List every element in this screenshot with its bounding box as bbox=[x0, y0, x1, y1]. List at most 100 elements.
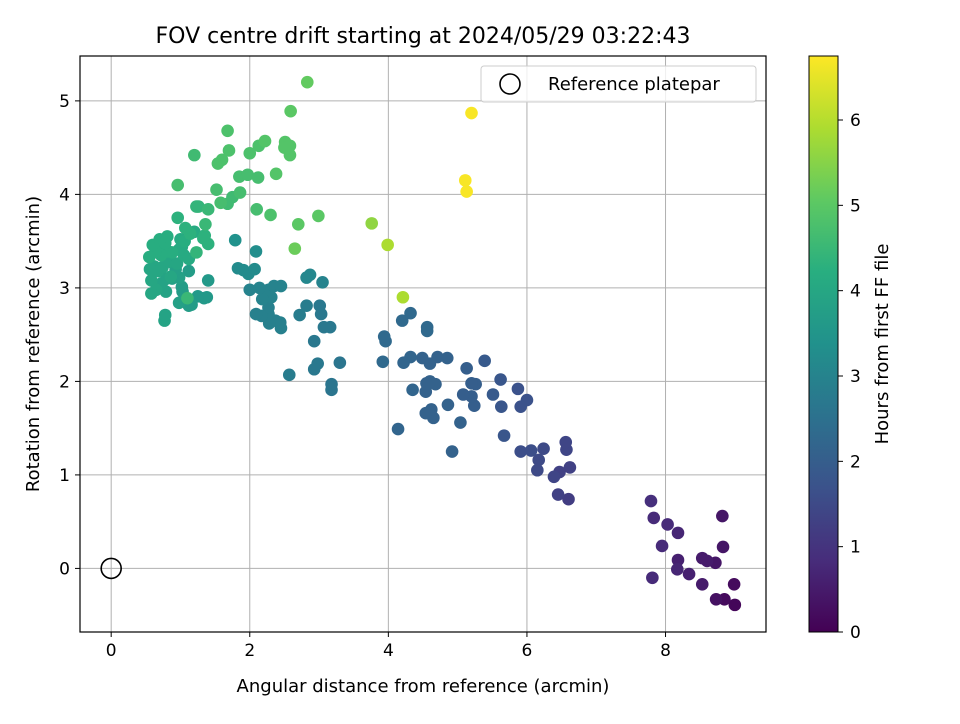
data-point bbox=[171, 178, 185, 192]
y-tick-label: 3 bbox=[59, 279, 70, 299]
data-point bbox=[201, 203, 215, 216]
data-point bbox=[709, 592, 723, 606]
colorbar-gradient bbox=[808, 55, 839, 633]
data-point bbox=[391, 422, 405, 436]
data-point bbox=[293, 308, 306, 322]
x-tick-label: 0 bbox=[106, 641, 117, 661]
data-point bbox=[497, 429, 511, 442]
data-point bbox=[325, 377, 338, 391]
data-point bbox=[644, 494, 658, 508]
data-point bbox=[255, 292, 269, 306]
data-point bbox=[551, 488, 565, 501]
reference-marker bbox=[100, 557, 122, 580]
data-point bbox=[646, 571, 659, 585]
data-point bbox=[465, 376, 478, 390]
data-point bbox=[333, 356, 347, 370]
data-point bbox=[563, 461, 577, 474]
data-point bbox=[420, 324, 434, 338]
data-point bbox=[460, 362, 473, 375]
data-point bbox=[377, 330, 391, 343]
data-point bbox=[264, 208, 277, 222]
data-point bbox=[248, 262, 261, 276]
data-point bbox=[288, 242, 302, 255]
data-point bbox=[269, 167, 283, 181]
data-point bbox=[214, 196, 227, 210]
data-point bbox=[158, 308, 172, 322]
data-point bbox=[441, 398, 455, 412]
data-point bbox=[671, 563, 684, 576]
data-point bbox=[198, 229, 212, 242]
data-point bbox=[313, 299, 327, 312]
data-point bbox=[406, 383, 419, 397]
reference-platepar-point bbox=[100, 557, 122, 580]
data-point bbox=[671, 553, 685, 567]
data-point bbox=[396, 290, 410, 304]
data-point bbox=[365, 217, 379, 230]
colorbar: 0 1 2 3 4 5 6 Hours from first FF file bbox=[808, 55, 893, 643]
data-point bbox=[145, 274, 158, 287]
data-point bbox=[395, 314, 409, 327]
data-point bbox=[171, 211, 185, 225]
data-point bbox=[404, 306, 417, 320]
data-point bbox=[243, 283, 257, 297]
data-point bbox=[511, 382, 525, 396]
data-point bbox=[419, 406, 433, 420]
data-point bbox=[233, 186, 247, 199]
data-point bbox=[419, 385, 433, 398]
data-point bbox=[201, 274, 215, 287]
data-point bbox=[562, 492, 575, 506]
data-point bbox=[397, 356, 410, 370]
data-point bbox=[440, 351, 454, 365]
data-points bbox=[142, 75, 742, 612]
data-point bbox=[317, 320, 331, 334]
chart-title: FOV centre drift starting at 2024/05/29 … bbox=[156, 24, 691, 49]
data-point bbox=[486, 388, 500, 401]
colorbar-tick-label: 6 bbox=[850, 111, 861, 131]
data-point bbox=[381, 238, 394, 252]
data-point bbox=[164, 270, 178, 283]
colorbar-tick-label: 2 bbox=[850, 452, 861, 472]
data-point bbox=[559, 435, 573, 449]
data-point bbox=[300, 75, 314, 89]
legend-box bbox=[480, 65, 757, 103]
data-point bbox=[228, 233, 242, 247]
data-point bbox=[253, 281, 266, 295]
legend-label-reference: Reference platepar bbox=[548, 74, 720, 95]
data-point bbox=[445, 445, 459, 458]
x-tick-label: 2 bbox=[244, 641, 255, 661]
data-point bbox=[478, 354, 491, 368]
data-point bbox=[716, 540, 730, 554]
y-tick-label: 0 bbox=[59, 559, 70, 579]
data-point bbox=[215, 153, 229, 167]
data-point bbox=[231, 261, 245, 275]
x-axis: 0 2 4 6 8 bbox=[106, 632, 671, 661]
data-point bbox=[494, 373, 507, 386]
data-point bbox=[182, 264, 196, 278]
data-point bbox=[300, 271, 313, 284]
data-point bbox=[142, 250, 156, 264]
data-point bbox=[190, 246, 203, 259]
data-point bbox=[282, 368, 296, 382]
data-point bbox=[179, 221, 192, 235]
data-point bbox=[682, 567, 696, 581]
data-point bbox=[727, 578, 741, 591]
data-point bbox=[547, 470, 561, 484]
legend-marker-open-circle bbox=[499, 73, 521, 95]
legend: Reference platepar bbox=[480, 65, 757, 103]
x-tick-label: 4 bbox=[383, 641, 394, 661]
data-point bbox=[316, 275, 329, 289]
plot-area-frame bbox=[79, 55, 767, 633]
data-point bbox=[300, 299, 313, 312]
x-tick-label: 8 bbox=[660, 641, 671, 661]
data-point bbox=[454, 416, 467, 429]
data-point bbox=[661, 518, 674, 531]
colorbar-label: Hours from first FF file bbox=[872, 244, 893, 445]
data-point bbox=[532, 453, 546, 467]
data-point bbox=[243, 146, 257, 160]
y-axis-label: Rotation from reference (arcmin) bbox=[23, 196, 44, 492]
data-point bbox=[456, 388, 470, 401]
data-point bbox=[258, 134, 272, 148]
data-point bbox=[671, 526, 685, 540]
